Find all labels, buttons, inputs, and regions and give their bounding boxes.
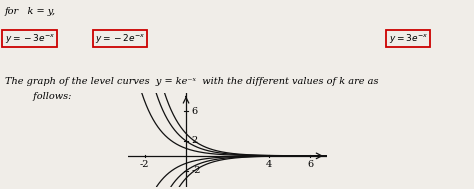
Text: for   k = y,: for k = y,	[5, 7, 56, 16]
Text: $y = -2e^{-x}$: $y = -2e^{-x}$	[95, 32, 145, 45]
Text: 2: 2	[191, 136, 198, 146]
Text: 6: 6	[191, 107, 197, 116]
Text: -2: -2	[191, 166, 201, 175]
Text: The graph of the level curves  y = ke⁻ˣ  with the different values of k are as: The graph of the level curves y = ke⁻ˣ w…	[5, 77, 378, 86]
Text: 6: 6	[308, 160, 313, 169]
Text: -2: -2	[140, 160, 149, 169]
Text: 4: 4	[266, 160, 272, 169]
Text: $y = -3e^{-x}$: $y = -3e^{-x}$	[5, 32, 55, 45]
Text: follows:: follows:	[5, 92, 71, 101]
Text: $y = 3e^{-x}$: $y = 3e^{-x}$	[389, 32, 428, 45]
